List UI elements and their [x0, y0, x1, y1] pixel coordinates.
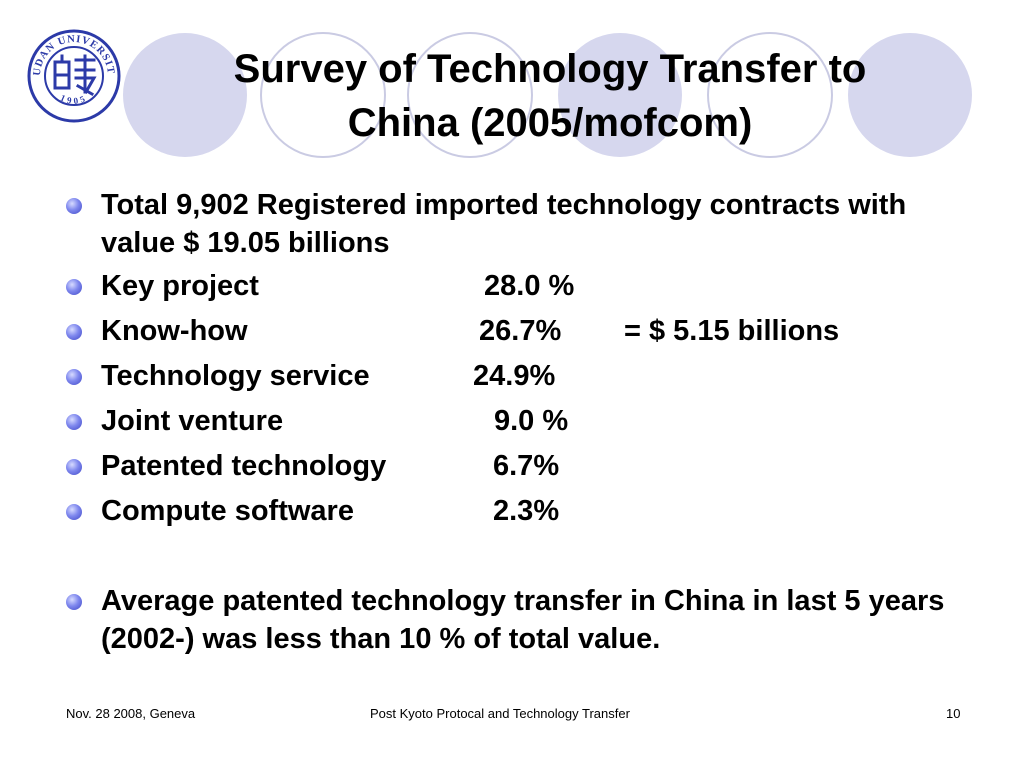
bullet-value: 26.7% — [479, 315, 562, 347]
deco-circle — [260, 32, 386, 158]
deco-circle — [123, 33, 247, 157]
seal-emblem-glyph — [53, 54, 97, 97]
bullet-dot-icon — [66, 414, 82, 430]
bullet-label: Know-how — [101, 315, 248, 347]
bullet-value: 9.0 % — [494, 405, 569, 437]
deco-circle — [707, 32, 833, 158]
fudan-university-seal-logo: FUDAN UNIVERSITY 1905 — [26, 28, 121, 123]
svg-text:1905: 1905 — [59, 93, 89, 106]
deco-circle — [848, 33, 972, 157]
slide-title-line-1: Survey of Technology Transfer to — [233, 47, 867, 91]
bullet-dot-icon — [66, 504, 82, 520]
bullet-label: Compute software — [101, 495, 354, 527]
bullet-value: 28.0 % — [484, 270, 575, 302]
bullet-dot-icon — [66, 198, 82, 214]
bullet-label: Patented technology — [101, 450, 387, 482]
bullet-dot-icon — [66, 594, 82, 610]
bullet-dot-icon — [66, 459, 82, 475]
bullet-value: 2.3% — [493, 495, 560, 527]
footer-date-location: Nov. 28 2008, Geneva — [66, 706, 196, 721]
bullet-label: Joint venture — [101, 405, 284, 437]
bullet-text: Average patented technology transfer in … — [101, 585, 945, 655]
slide-title-line-2: China (2005/mofcom) — [347, 101, 753, 145]
bullet-dot-icon — [66, 279, 82, 295]
decorative-circles — [123, 32, 972, 158]
footer-page-number: 10 — [946, 706, 961, 721]
bullet-label: Key project — [101, 270, 259, 302]
slide-title: Survey of Technology Transfer to China (… — [100, 42, 1000, 150]
bullet-dot-icon — [66, 324, 82, 340]
bullet-text: Total 9,902 Registered imported technolo… — [101, 189, 907, 259]
footer-presentation-title: Post Kyoto Protocal and Technology Trans… — [370, 706, 630, 721]
bullet-label: Technology service — [101, 360, 370, 392]
bullet-value: 24.9% — [473, 360, 556, 392]
seal-year-text: 1905 — [59, 93, 86, 106]
bullet-dot-icon — [66, 369, 82, 385]
deco-circle — [407, 32, 533, 158]
deco-circle — [558, 33, 682, 157]
bullet-extra-value: = $ 5.15 billions — [624, 315, 840, 347]
bullet-value: 6.7% — [493, 450, 560, 482]
